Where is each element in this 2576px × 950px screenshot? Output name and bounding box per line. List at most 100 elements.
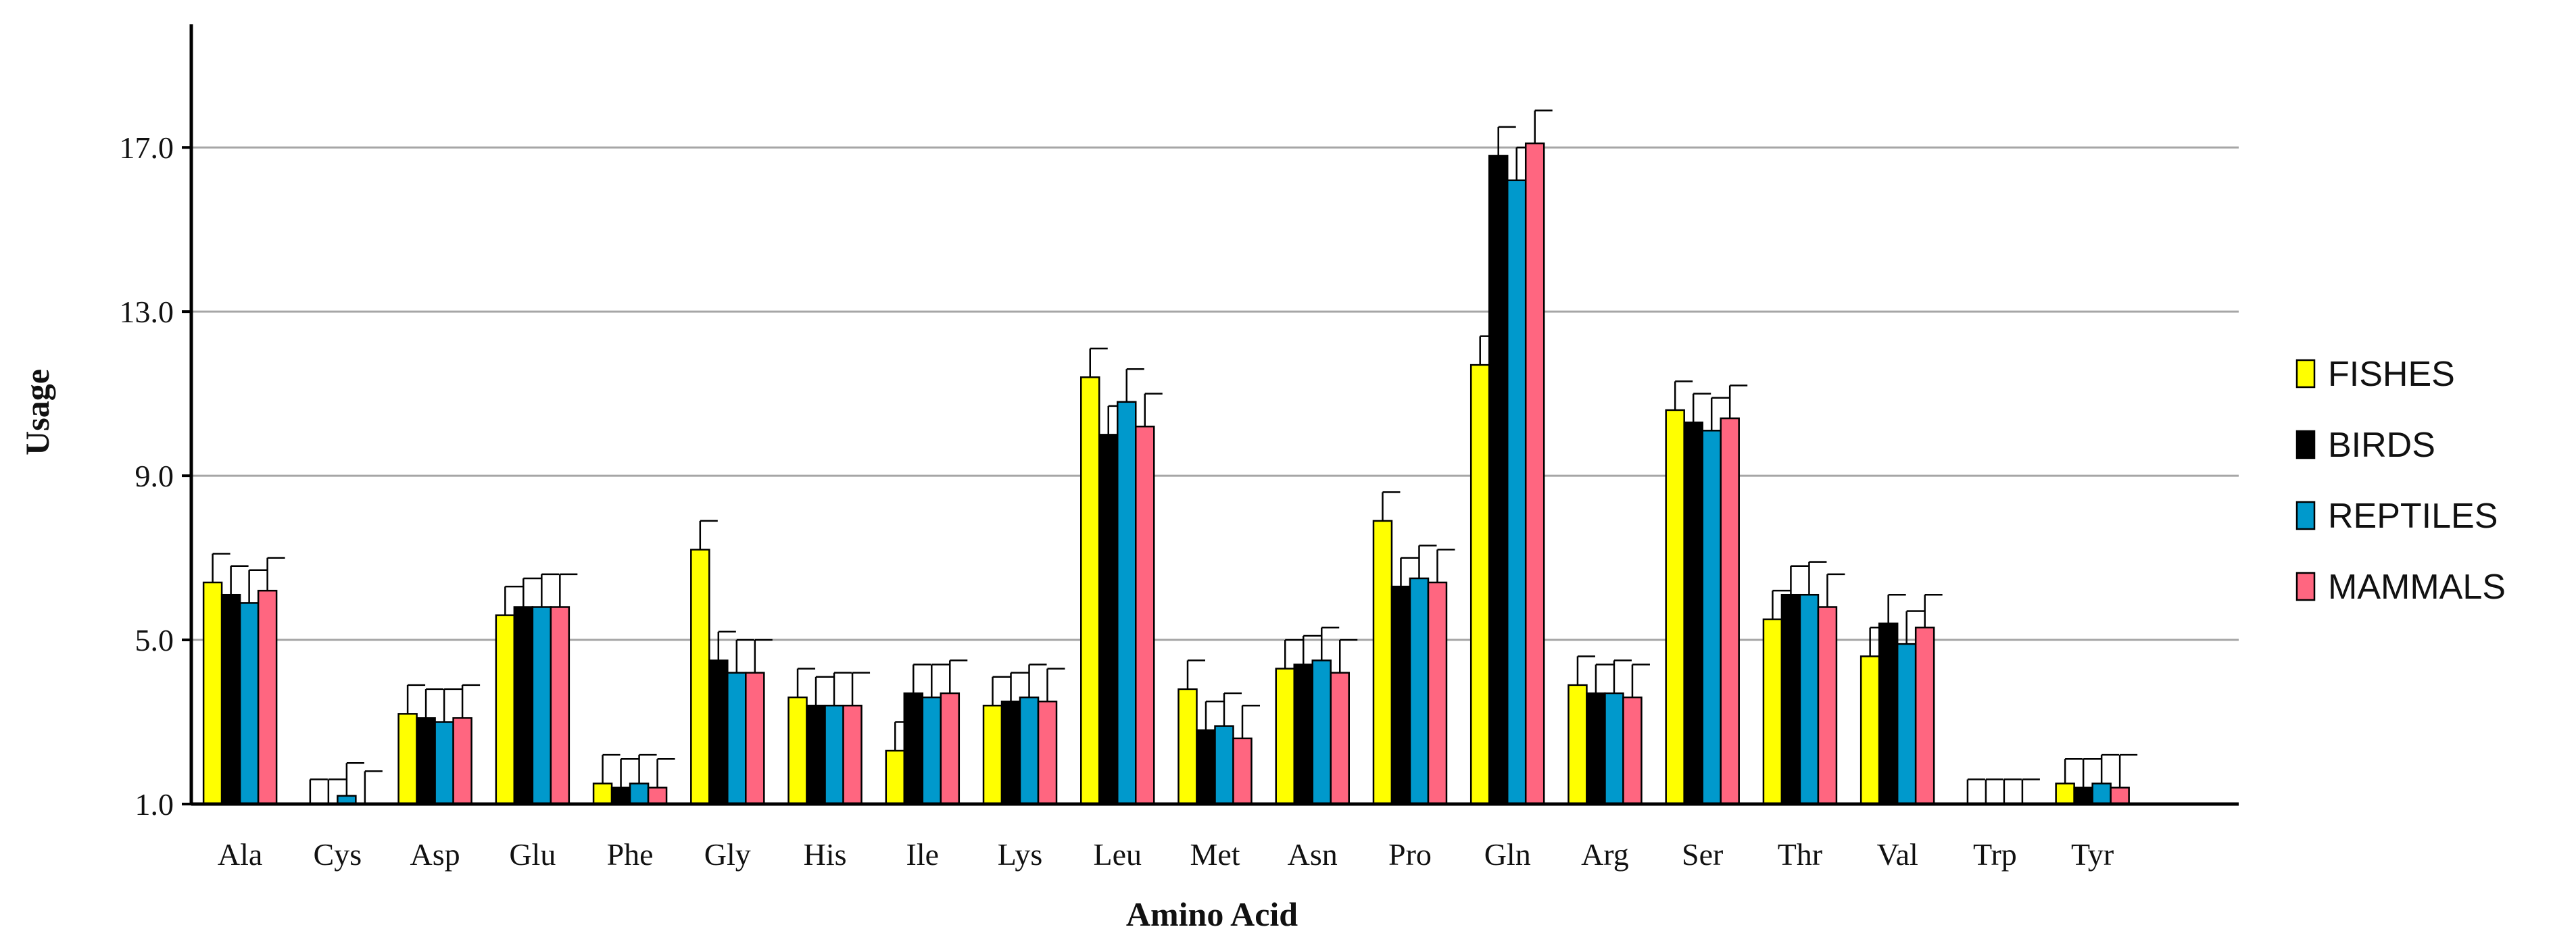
bar-fishes-lys [982,704,1003,805]
bar-mammals-pro [1427,581,1448,805]
bar-fishes-arg [1568,684,1588,805]
bar-mammals-leu [1135,425,1155,805]
x-tick-label: Glu [509,837,556,872]
bar-fishes-thr [1762,618,1783,805]
bar-mammals-asn [1330,672,1350,805]
bar-reptiles-arg [1604,692,1624,805]
bar-reptiles-thr [1799,593,1820,805]
bar-mammals-ser [1720,417,1740,805]
bar-mammals-glu [550,606,570,805]
bar-reptiles-ala [239,602,260,805]
bar-fishes-tyr [2055,782,2075,805]
bar-mammals-phe [647,786,668,805]
x-tick-label: Trp [1973,837,2017,872]
bar-birds-lys [1000,700,1021,805]
bar-birds-ser [1683,421,1703,805]
bar-mammals-val [1914,626,1935,805]
bar-reptiles-pro [1409,577,1430,805]
bar-birds-gln [1488,155,1509,805]
x-axis-title: Amino Acid [1126,895,1298,933]
bar-birds-gly [708,659,729,805]
bar-reptiles-ile [921,696,942,805]
x-tick-label: Pro [1388,837,1432,872]
bar-birds-ala [220,593,241,805]
bar-fishes-gly [690,549,710,805]
bar-birds-phe [610,786,631,805]
legend-swatch-mammals [2295,572,2316,601]
legend-swatch-reptiles [2295,501,2316,530]
bar-reptiles-met [1214,725,1234,805]
bars [202,109,2138,805]
bar-birds-asp [416,717,436,805]
legend-label-reptiles: REPTILES [2328,497,2498,536]
bar-reptiles-his [824,704,844,805]
bar-fishes-ala [202,581,223,805]
bar-reptiles-gly [727,672,747,805]
bar-reptiles-val [1896,643,1917,805]
x-tick-label: Ile [906,837,940,872]
bar-fishes-asn [1275,668,1295,805]
x-tick-label: Thr [1778,837,1822,872]
bar-reptiles-tyr [2091,782,2112,805]
x-tick-label: Ala [218,837,262,872]
bar-reptiles-asn [1311,659,1332,805]
legend-label-mammals: MAMMALS [2328,568,2506,607]
x-tick-label: Met [1190,837,1240,872]
legend: FISHES BIRDS REPTILES MAMMALS [2295,355,2506,607]
bar-fishes-ile [885,749,906,805]
bar-reptiles-leu [1117,401,1137,805]
x-tick-label: His [804,837,847,872]
bar-mammals-asp [452,717,472,805]
y-tick-label: 13.0 [120,295,174,329]
bar-birds-thr [1780,593,1801,805]
axes [182,24,2239,806]
bar-birds-ile [903,692,924,805]
bar-birds-asn [1293,664,1313,805]
x-tick-label: Cys [314,837,362,872]
legend-label-fishes: FISHES [2328,355,2455,394]
bar-fishes-ser [1665,409,1685,805]
legend-swatch-birds [2295,430,2316,459]
bar-birds-leu [1098,434,1119,805]
x-tick-label: Asp [410,837,460,872]
bar-mammals-gly [745,672,765,805]
y-tick-label: 5.0 [135,623,174,657]
bar-birds-val [1878,622,1899,805]
tick-labels: 1.0 5.0 9.0 13.0 17.0 Ala Cys Asp Glu Phe Gly His Il… [120,130,2114,872]
bar-fishes-leu [1080,376,1100,805]
bar-fishes-pro [1372,520,1393,805]
x-tick-label: Gly [704,837,751,872]
bar-fishes-phe [592,782,613,805]
bar-birds-tyr [2073,786,2093,805]
bar-reptiles-phe [629,782,650,805]
bar-birds-his [806,704,826,805]
x-tick-label: Leu [1094,837,1142,872]
x-tick-label: Phe [607,837,654,872]
bar-fishes-gln [1469,364,1490,805]
bar-mammals-gln [1524,142,1545,805]
bar-birds-met [1196,729,1216,805]
y-tick-label: 9.0 [135,459,174,493]
bar-reptiles-lys [1019,696,1040,805]
legend-label-birds: BIRDS [2328,426,2435,465]
bar-fishes-his [787,696,808,805]
bar-mammals-his [842,704,862,805]
bar-mammals-ala [257,589,278,805]
y-tick-label: 17.0 [120,130,174,165]
bar-reptiles-glu [531,606,552,805]
bar-mammals-thr [1817,606,1838,805]
bar-mammals-lys [1037,700,1058,805]
bar-fishes-val [1860,655,1880,805]
bar-mammals-arg [1622,696,1643,805]
bar-mammals-ile [940,692,961,805]
legend-swatch-fishes [2295,359,2316,389]
x-tick-label: Lys [998,837,1042,872]
bar-fishes-glu [495,614,516,805]
y-axis-title: Usage [18,369,56,455]
bar-mammals-tyr [2110,786,2130,805]
x-tick-label: Asn [1288,837,1338,872]
bar-mammals-met [1232,737,1253,805]
y-tick-label: 1.0 [135,787,174,822]
bar-birds-glu [513,606,534,805]
